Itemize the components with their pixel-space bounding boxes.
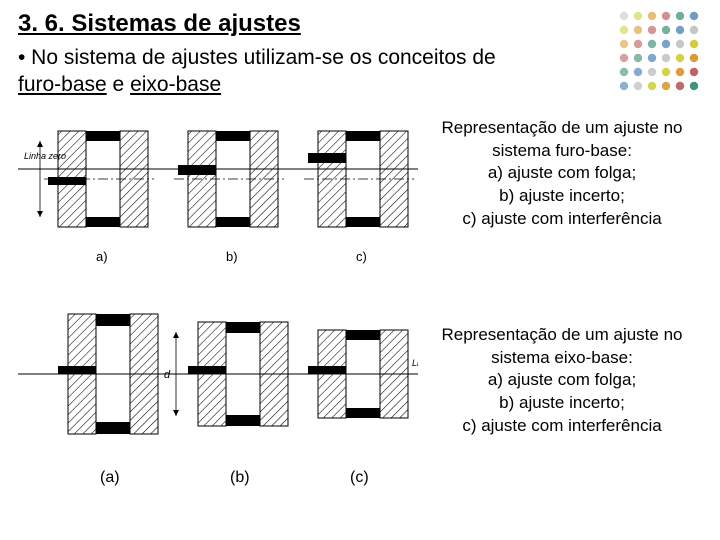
cap2-l3: a) ajuste com folga; bbox=[488, 370, 636, 389]
row-furo-base: Linha zero a) bbox=[18, 109, 702, 284]
cap2-l5: c) ajuste com interferência bbox=[462, 416, 661, 435]
cap1-l3: a) ajuste com folga; bbox=[488, 163, 636, 182]
label-pc: (c) bbox=[350, 469, 369, 486]
intro-text: • No sistema de ajustes utilizam-se os c… bbox=[18, 44, 702, 99]
label-a: a) bbox=[96, 249, 108, 264]
cap1-l1: Representação de um ajuste no bbox=[442, 118, 683, 137]
intro-e: e bbox=[107, 73, 130, 96]
intro-pre: • No sistema de ajustes utilizam-se os c… bbox=[18, 46, 496, 69]
cap2-l2: sistema eixo-base: bbox=[491, 348, 633, 367]
cap2-l4: b) ajuste incerto; bbox=[499, 393, 625, 412]
cap1-l4: b) ajuste incerto; bbox=[499, 186, 625, 205]
diagram-furo-base: Linha zero a) bbox=[18, 109, 418, 284]
label-b: b) bbox=[226, 249, 238, 264]
page-title: 3. 6. Sistemas de ajustes bbox=[18, 10, 702, 38]
cap2-l1: Representação de um ajuste no bbox=[442, 325, 683, 344]
decor-dots-icon bbox=[616, 8, 706, 98]
cap1-l2: sistema furo-base: bbox=[492, 141, 632, 160]
diagram-eixo-base: d Linha zero (a) (b) (c) bbox=[18, 304, 418, 499]
caption-eixo-base: Representação de um ajuste no sistema ei… bbox=[418, 304, 702, 439]
label-pb: (b) bbox=[230, 469, 250, 486]
label-c: c) bbox=[356, 249, 367, 264]
term-furo-base: furo-base bbox=[18, 73, 107, 96]
cap1-l5: c) ajuste com interferência bbox=[462, 209, 661, 228]
dim-d: d bbox=[164, 369, 171, 381]
row-eixo-base: d Linha zero (a) (b) (c) Representação d… bbox=[18, 304, 702, 499]
caption-furo-base: Representação de um ajuste no sistema fu… bbox=[418, 109, 702, 232]
label-pa: (a) bbox=[100, 469, 120, 486]
term-eixo-base: eixo-base bbox=[130, 73, 221, 96]
